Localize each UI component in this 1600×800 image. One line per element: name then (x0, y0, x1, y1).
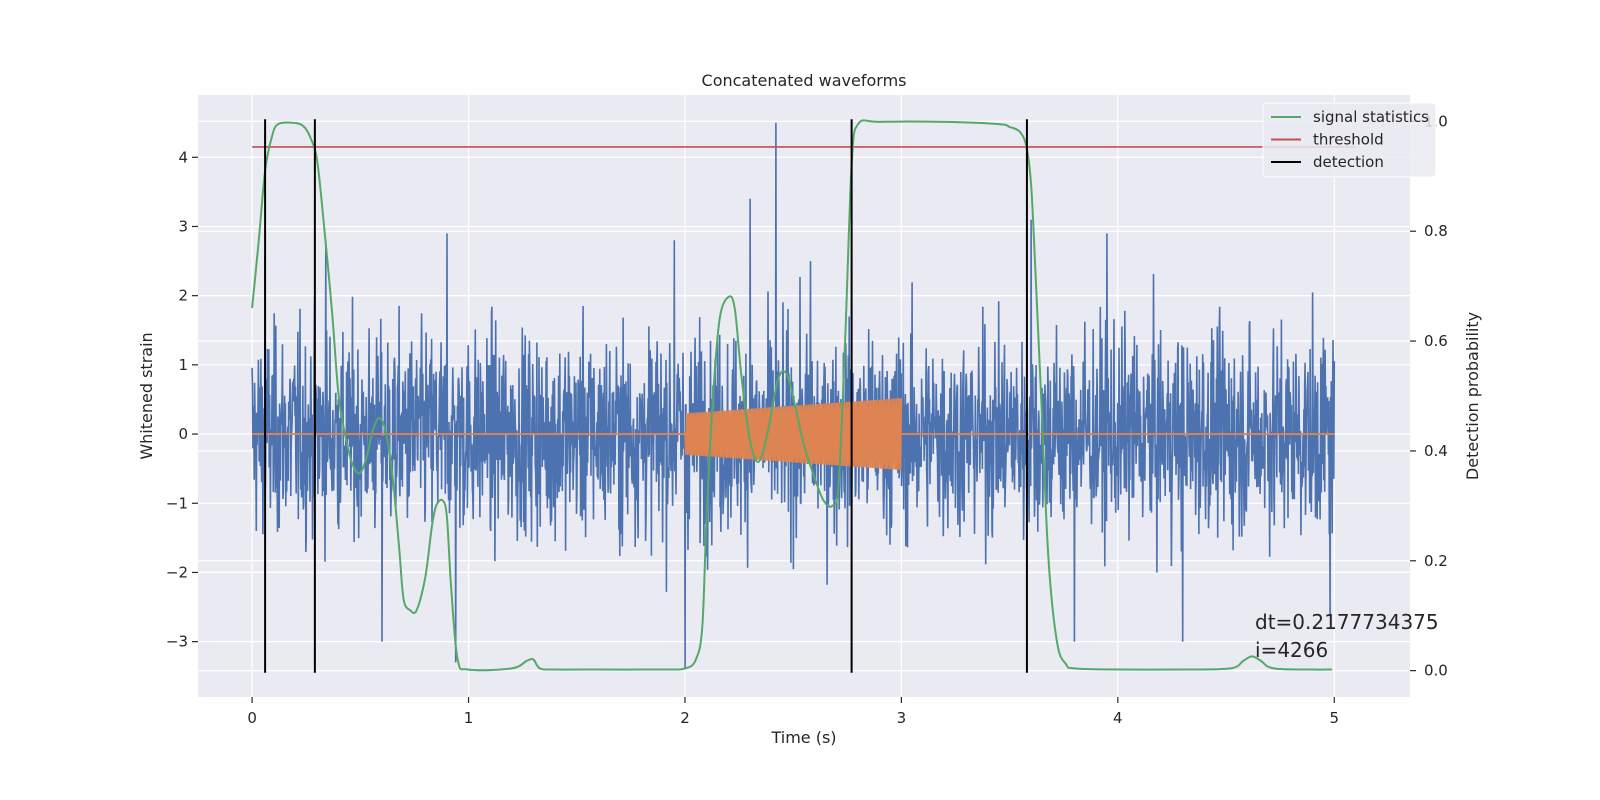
y-tick-label: −1 (166, 494, 188, 512)
annotation-line: dt=0.2177734375 (1255, 610, 1439, 634)
y-axis-label: Whitened strain (137, 332, 156, 459)
y-tick-label: −3 (166, 633, 188, 651)
legend-label: detection (1313, 153, 1384, 171)
y-tick-label: 0 (178, 425, 188, 443)
legend-box (1262, 102, 1437, 178)
y-tick-label: 4 (178, 148, 188, 166)
data-layer (251, 119, 1356, 673)
signal-statistics-line (251, 119, 1333, 672)
legend-label: threshold (1313, 131, 1384, 149)
x-tick-label: 4 (1113, 709, 1123, 727)
y2-tick-label: 0.4 (1424, 442, 1448, 460)
x-tick-label: 1 (464, 709, 474, 727)
y2-tick-label: 0.0 (1424, 662, 1448, 680)
x-tick-label: 0 (247, 709, 257, 727)
y2-tick-label: 0.8 (1424, 222, 1448, 240)
y2-tick-label: 0.2 (1424, 552, 1448, 570)
y-tick-label: 1 (178, 356, 188, 374)
y-tick-label: 3 (178, 217, 188, 235)
x-tick-label: 5 (1329, 709, 1339, 727)
legend: signal statistics threshold detection (1262, 102, 1437, 178)
annotation: dt=0.2177734375 i=4266 (1255, 610, 1439, 662)
x-tick-label: 3 (897, 709, 907, 727)
strain-series-line (251, 122, 1336, 670)
chart-title: Concatenated waveforms (702, 71, 907, 90)
legend-label: signal statistics (1313, 108, 1429, 126)
y2-tick-label: 0.6 (1424, 332, 1448, 350)
x-tick-label: 2 (680, 709, 690, 727)
y-tick-label: 2 (178, 287, 188, 305)
y2-axis-label: Detection probability (1463, 312, 1482, 480)
x-axis-label: Time (s) (770, 728, 836, 747)
annotation-line: i=4266 (1255, 638, 1328, 662)
y-tick-label: −2 (166, 563, 188, 581)
injection-chirp-line (684, 398, 903, 471)
